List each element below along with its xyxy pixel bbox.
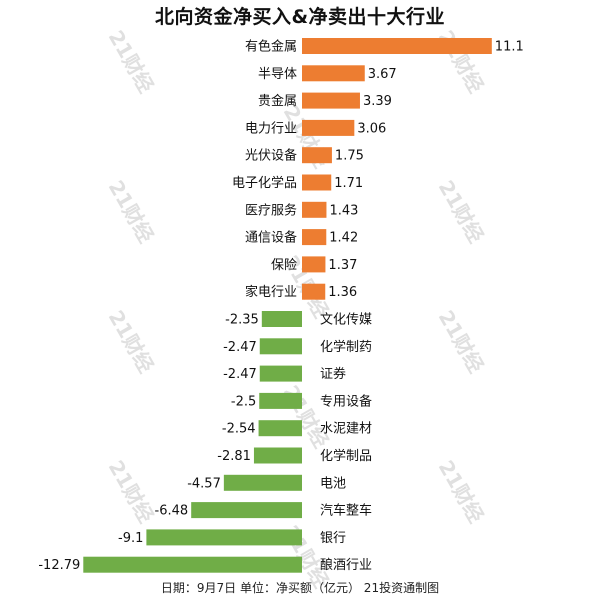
bar: [146, 529, 302, 546]
bar: [302, 147, 332, 164]
watermark: 21财经: [434, 176, 489, 247]
bar: [302, 201, 327, 218]
value-label: 1.43: [329, 203, 358, 218]
category-label: 银行: [320, 531, 346, 546]
value-label: -2.81: [217, 449, 251, 464]
chart-title: 北向资金净买入&净卖出十大行业: [154, 6, 446, 28]
category-label: 电池: [320, 476, 346, 491]
watermark: 21财经: [104, 306, 159, 377]
category-label: 专用设备: [320, 393, 372, 409]
category-label: 电力行业: [245, 121, 297, 136]
bar: [253, 447, 302, 464]
watermark: 21财经: [434, 306, 489, 377]
value-label: -2.54: [222, 422, 256, 437]
category-label: 电子化学品: [232, 175, 297, 191]
value-label: -2.35: [225, 313, 259, 328]
category-label: 酿酒行业: [320, 557, 372, 573]
category-label: 通信设备: [245, 230, 297, 246]
value-label: 1.37: [328, 258, 357, 273]
value-label: -6.48: [155, 504, 189, 519]
bar: [259, 338, 302, 355]
watermark: 21财经: [104, 456, 159, 527]
bar: [223, 474, 302, 491]
bar: [83, 556, 302, 573]
value-label: 3.06: [357, 121, 386, 136]
bar: [302, 38, 492, 54]
value-label: -2.47: [223, 367, 257, 382]
category-label: 化学制品: [320, 448, 372, 464]
category-label: 医疗服务: [245, 202, 297, 218]
category-label: 保险: [271, 258, 297, 273]
bar: [259, 392, 302, 409]
category-label: 贵金属: [258, 93, 297, 109]
value-label: 1.75: [335, 149, 364, 164]
category-label: 光伏设备: [245, 148, 297, 164]
watermark: 21财经: [104, 26, 159, 97]
bar: [302, 283, 326, 300]
category-label: 有色金属: [245, 39, 297, 55]
value-label: 1.36: [328, 285, 357, 300]
value-label: 1.42: [329, 231, 358, 246]
bar: [191, 502, 302, 519]
bar: [302, 119, 355, 136]
value-label: -4.57: [187, 476, 221, 491]
value-label: 1.71: [334, 176, 363, 191]
bar: [259, 365, 302, 382]
value-label: -9.1: [118, 531, 143, 546]
bar: [261, 311, 302, 327]
value-label: 3.39: [363, 94, 392, 109]
category-label: 文化传媒: [320, 313, 372, 328]
bar: [302, 229, 327, 246]
bar: [302, 174, 332, 191]
chart-footer: 日期：9月7日 单位：净买额（亿元） 21投资通制图: [160, 581, 440, 595]
category-label: 证券: [320, 366, 346, 382]
bar: [258, 420, 302, 437]
watermark: 21财经: [279, 381, 334, 452]
bar: [302, 92, 360, 109]
category-label: 汽车整车: [320, 503, 372, 519]
value-label: -2.5: [231, 394, 256, 409]
bar: [302, 65, 365, 82]
watermark: 21财经: [104, 176, 159, 247]
value-label: 3.67: [368, 67, 397, 82]
value-label: -12.79: [38, 558, 80, 573]
category-label: 家电行业: [245, 284, 297, 300]
watermark: 21财经: [434, 456, 489, 527]
watermark: 21财经: [434, 26, 489, 97]
category-label: 化学制药: [320, 339, 372, 355]
category-label: 水泥建材: [320, 422, 372, 437]
value-label: -2.47: [223, 340, 257, 355]
value-label: 11.1: [495, 40, 524, 55]
category-label: 半导体: [258, 67, 297, 82]
bar: [302, 256, 326, 273]
